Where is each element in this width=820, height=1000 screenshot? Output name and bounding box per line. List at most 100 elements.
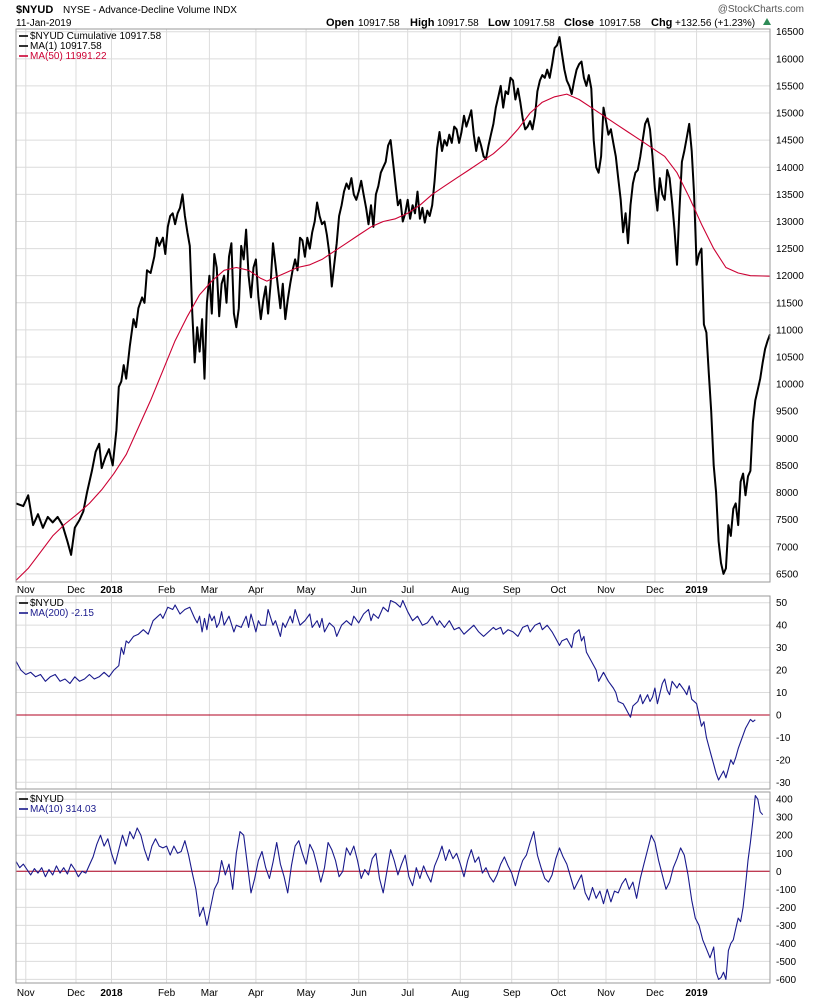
x-tick-label: Apr — [248, 585, 264, 596]
close-label: Close — [564, 17, 594, 29]
y-tick-label: 12000 — [776, 271, 804, 282]
y-tick-label: 200 — [776, 831, 793, 842]
y-tick-label: 12500 — [776, 244, 804, 255]
series-line-ma-10- — [15, 795, 764, 980]
y-tick-label: 400 — [776, 795, 793, 806]
x-tick-label: Nov — [597, 988, 615, 999]
panel-frame — [15, 791, 771, 984]
legend-label: $NYUD — [30, 598, 64, 609]
y-tick-label: -300 — [776, 921, 796, 932]
chg-value: +132.56 (+1.23%) — [675, 18, 755, 29]
x-tick-label: Aug — [451, 988, 469, 999]
watermark: @StockCharts.com — [718, 4, 804, 15]
x-tick-label: Jul — [401, 988, 414, 999]
symbol-description: NYSE - Advance-Decline Volume INDX — [63, 5, 237, 16]
y-tick-label: 50 — [776, 598, 788, 609]
x-tick-label: Mar — [201, 988, 219, 999]
legend-label: MA(50) 11991.22 — [30, 51, 107, 62]
x-tick-label: 2019 — [685, 585, 708, 596]
y-tick-label: 9000 — [776, 434, 799, 445]
open-label: Open — [326, 17, 354, 29]
y-tick-label: 8500 — [776, 461, 799, 472]
x-tick-label: Nov — [17, 585, 35, 596]
y-tick-label: 11000 — [776, 325, 804, 336]
y-tick-label: -600 — [776, 975, 796, 986]
series-line-ma-50- — [15, 93, 771, 581]
series-line--nyud-cumulative — [15, 36, 771, 575]
x-tick-label: Dec — [67, 585, 85, 596]
x-tick-label: Oct — [550, 988, 566, 999]
y-tick-label: 6500 — [776, 569, 799, 580]
y-tick-label: 0 — [776, 710, 782, 721]
legend-label: MA(10) 314.03 — [30, 804, 97, 815]
x-tick-label: Dec — [67, 988, 85, 999]
y-tick-label: 300 — [776, 813, 793, 824]
y-tick-label: 10500 — [776, 353, 804, 364]
x-axis: Nov Dec 2018 Feb Mar Apr May Jun Jul Aug Sep Oct Nov… — [17, 585, 708, 999]
x-tick-label: Feb — [158, 988, 176, 999]
series-line-ma-200- — [15, 599, 756, 781]
y-tick-label: 15000 — [776, 109, 804, 120]
x-tick-label: Sep — [503, 585, 521, 596]
y-tick-label: 11500 — [776, 298, 804, 309]
x-tick-label: Apr — [248, 988, 264, 999]
x-tick-label: 2018 — [100, 585, 123, 596]
y-tick-label: -20 — [776, 755, 791, 766]
y-tick-label: -400 — [776, 939, 796, 950]
legend-label: MA(1) 10917.58 — [30, 41, 102, 52]
y-tick-label: 100 — [776, 849, 793, 860]
y-tick-label: 20 — [776, 666, 788, 677]
y-tick-label: -500 — [776, 957, 796, 968]
y-tick-label: -10 — [776, 733, 791, 744]
up-arrow-icon — [763, 18, 771, 25]
panel-background — [16, 29, 770, 582]
y-tick-label: 16000 — [776, 54, 804, 65]
high-label: High — [410, 17, 435, 29]
x-tick-label: Mar — [201, 585, 219, 596]
y-tick-label: 40 — [776, 621, 788, 632]
open-value: 10917.58 — [358, 18, 400, 29]
x-tick-label: Jun — [351, 585, 367, 596]
y-tick-label: -30 — [776, 778, 791, 789]
x-tick-label: Oct — [550, 585, 566, 596]
x-tick-label: Nov — [597, 585, 615, 596]
close-value: 10917.58 — [599, 18, 641, 29]
y-tick-label: 14000 — [776, 163, 804, 174]
x-tick-label: Dec — [646, 585, 664, 596]
y-tick-label: 0 — [776, 867, 782, 878]
low-value: 10917.58 — [513, 18, 555, 29]
symbol-label: $NYUD — [16, 4, 53, 16]
x-tick-label: Jul — [401, 585, 414, 596]
y-tick-label: 8000 — [776, 488, 799, 499]
y-tick-label: 7500 — [776, 515, 799, 526]
legend-label: $NYUD — [30, 794, 64, 805]
panel-frame — [15, 28, 771, 583]
price-panel: 6500 7000 7500 8000 8500 9000 9500 10000 10500 11… — [15, 27, 804, 583]
y-tick-label: 13500 — [776, 190, 804, 201]
x-tick-label: Feb — [158, 585, 176, 596]
legend-label: MA(200) -2.15 — [30, 608, 94, 619]
y-tick-label: -100 — [776, 885, 796, 896]
y-tick-label: 7000 — [776, 542, 799, 553]
x-tick-label: Sep — [503, 988, 521, 999]
low-label: Low — [488, 17, 510, 29]
chart-header: $NYUD NYSE - Advance-Decline Volume INDX… — [16, 4, 804, 29]
x-tick-label: Aug — [451, 585, 469, 596]
y-tick-label: 14500 — [776, 136, 804, 147]
x-tick-label: 2018 — [100, 988, 123, 999]
chg-label: Chg — [651, 17, 672, 29]
x-tick-label: May — [297, 988, 316, 999]
y-tick-label: 10000 — [776, 380, 804, 391]
y-tick-label: 16500 — [776, 27, 804, 38]
x-tick-label: Jun — [351, 988, 367, 999]
panel-frame — [15, 595, 771, 790]
chart-date: 11-Jan-2019 — [16, 18, 72, 29]
y-tick-label: 30 — [776, 643, 788, 654]
y-tick-label: 15500 — [776, 81, 804, 92]
x-tick-label: Dec — [646, 988, 664, 999]
x-tick-label: Nov — [17, 988, 35, 999]
legend-label: $NYUD Cumulative 10917.58 — [30, 31, 162, 42]
y-tick-label: 13000 — [776, 217, 804, 228]
